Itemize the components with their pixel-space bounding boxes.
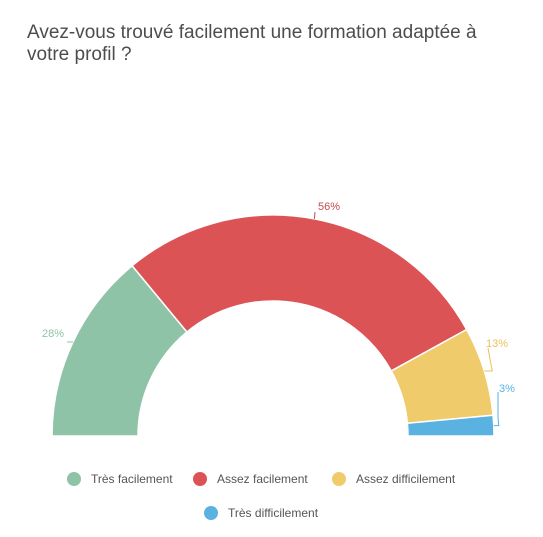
legend-item-tres-facilement[interactable]: Très facilement bbox=[67, 472, 173, 486]
legend-marker-assez-difficilement bbox=[332, 472, 346, 486]
legend-item-tres-difficilement[interactable]: Très difficilement bbox=[204, 506, 319, 520]
chart-data-labels: 28% 56% 13% 3% bbox=[42, 201, 515, 395]
chart-legend: Très facilement Assez facilement Assez dif… bbox=[67, 472, 456, 520]
legend-marker-tres-facilement bbox=[67, 472, 81, 486]
leader-line-assez-facilement bbox=[313, 211, 316, 219]
legend-label-tres-difficilement: Très difficilement bbox=[228, 506, 319, 520]
data-label-assez-facilement: 56% bbox=[318, 201, 340, 213]
legend-item-assez-facilement[interactable]: Assez facilement bbox=[193, 472, 308, 486]
legend-label-assez-difficilement: Assez difficilement bbox=[356, 472, 456, 486]
legend-item-assez-difficilement[interactable]: Assez difficilement bbox=[332, 472, 456, 486]
slice-assez-facilement[interactable] bbox=[131, 214, 468, 372]
chart-leader-lines bbox=[66, 211, 500, 427]
chart-title: Avez-vous trouvé facilement une formatio… bbox=[27, 22, 477, 65]
legend-marker-tres-difficilement bbox=[204, 506, 218, 520]
data-label-tres-facilement: 28% bbox=[42, 328, 64, 340]
data-label-tres-difficilement: 3% bbox=[499, 383, 515, 395]
leader-line-assez-difficilement bbox=[484, 347, 493, 372]
slice-tres-difficilement[interactable] bbox=[406, 414, 495, 437]
legend-label-tres-facilement: Très facilement bbox=[91, 472, 173, 486]
data-label-assez-difficilement: 13% bbox=[486, 338, 508, 350]
legend-marker-assez-facilement bbox=[193, 472, 207, 486]
chart-slices bbox=[51, 214, 495, 437]
leader-line-tres-difficilement bbox=[493, 392, 500, 427]
legend-label-assez-facilement: Assez facilement bbox=[217, 472, 308, 486]
